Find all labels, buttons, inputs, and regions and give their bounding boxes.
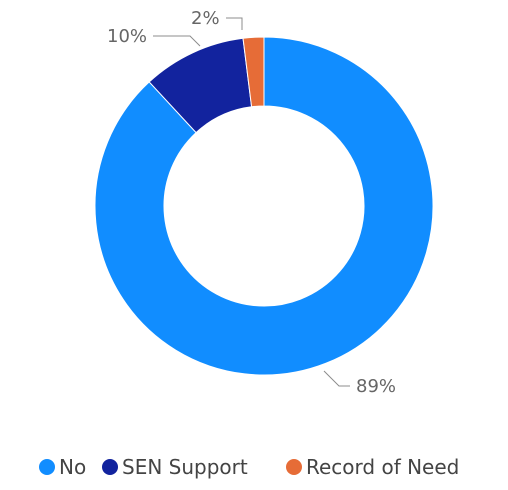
data-label-record-of-need: 2%: [191, 8, 220, 29]
leader-line-sen-support: [153, 35, 201, 47]
legend-marker-record-of-need: [286, 459, 302, 475]
legend: No SEN Support Record of Need: [39, 455, 459, 479]
legend-marker-sen-support: [102, 459, 118, 475]
legend-marker-no: [39, 459, 55, 475]
legend-label-no: No: [59, 455, 86, 479]
legend-label-sen-support: SEN Support: [122, 455, 248, 479]
leader-line-record-of-need: [226, 17, 243, 30]
donut-slices: [94, 36, 434, 376]
leader-line-no: [323, 370, 350, 387]
data-label-sen-support: 10%: [107, 26, 147, 47]
data-labels: 10% 2% 89%: [107, 8, 396, 397]
legend-label-record-of-need: Record of Need: [306, 455, 459, 479]
donut-slice-no: [94, 36, 434, 376]
data-label-no: 89%: [356, 376, 396, 397]
donut-slice-record-of-need: [242, 36, 265, 108]
